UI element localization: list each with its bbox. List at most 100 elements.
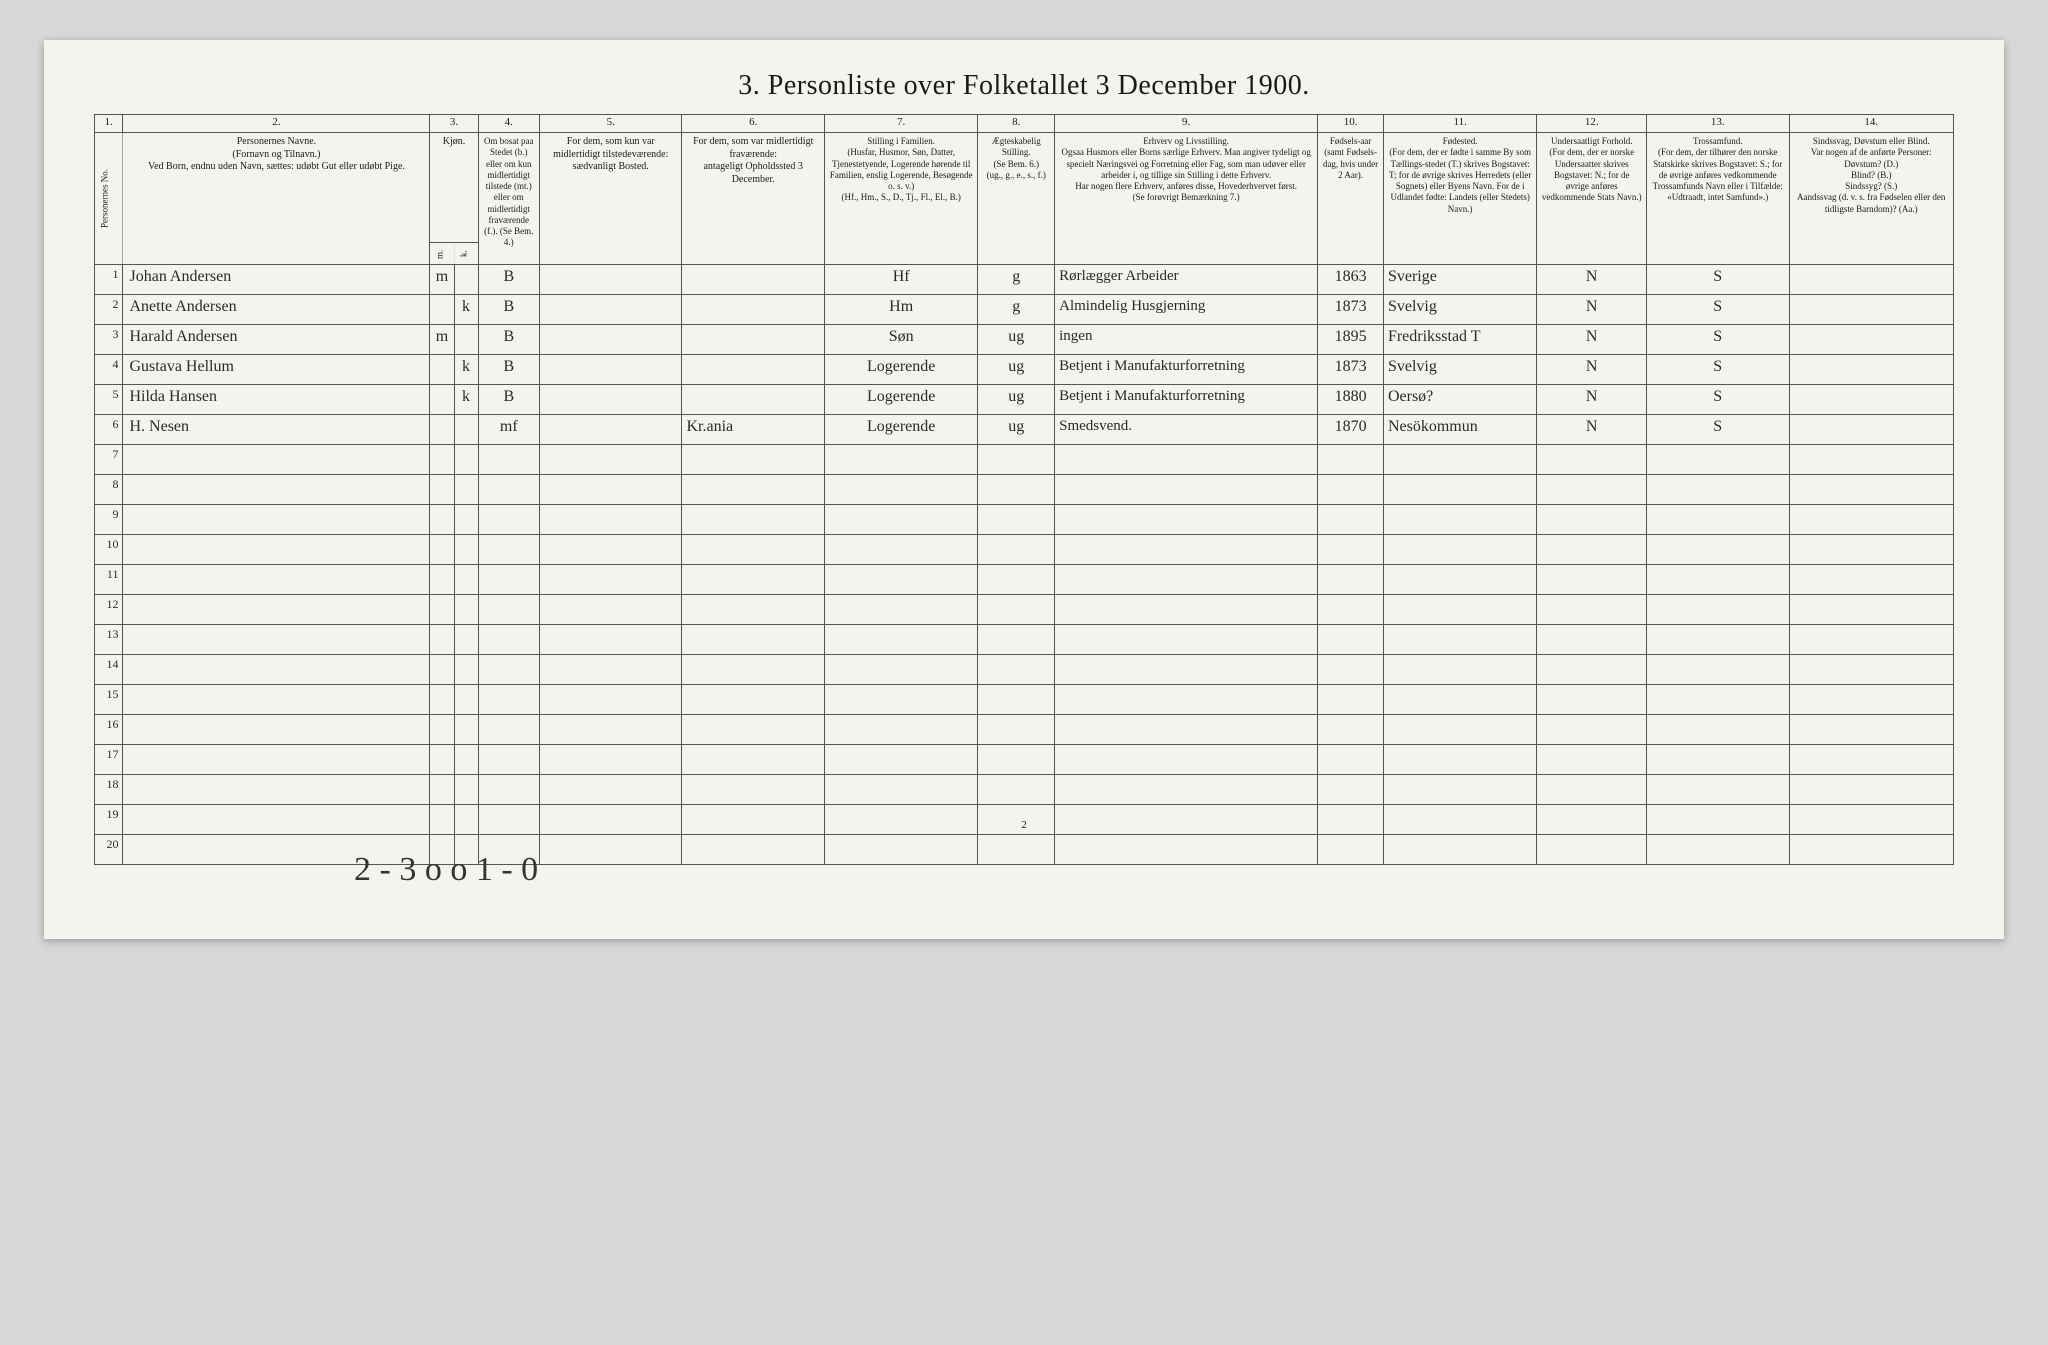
cell-civil: g xyxy=(978,265,1055,295)
row-number: 16 xyxy=(95,715,123,745)
cell-family: Logerende xyxy=(824,415,977,445)
cell-temp xyxy=(539,265,681,295)
table-row-empty: 17 xyxy=(95,745,1954,775)
cell-infirmity xyxy=(1789,325,1954,355)
table-row-empty: 7 xyxy=(95,445,1954,475)
table-row-empty: 16 xyxy=(95,715,1954,745)
cell-name: Hilda Hansen xyxy=(123,385,430,415)
colnum: 4. xyxy=(478,115,539,133)
table-row-empty: 11 xyxy=(95,565,1954,595)
cell-absent: Kr.ania xyxy=(682,415,824,445)
cell-year: 1863 xyxy=(1318,265,1384,295)
colnum: 1. xyxy=(95,115,123,133)
row-number: 8 xyxy=(95,475,123,505)
page-title: 3. Personliste over Folketallet 3 Decemb… xyxy=(94,70,1954,102)
cell-name: Harald Andersen xyxy=(123,325,430,355)
cell-residence: B xyxy=(478,355,539,385)
table-row: 2Anette AndersenkBHmgAlmindelig Husgjern… xyxy=(95,295,1954,325)
cell-temp xyxy=(539,385,681,415)
cell-birthplace: Fredriksstad T xyxy=(1383,325,1536,355)
cell-residence: mf xyxy=(478,415,539,445)
cell-nationality: N xyxy=(1537,355,1647,385)
cell-sex-m xyxy=(430,385,454,415)
header-sex-m: m. xyxy=(430,243,454,265)
column-numbers-row: 1. 2. 3. 4. 5. 6. 7. 8. 9. 10. 11. 12. 1… xyxy=(95,115,1954,133)
row-number: 17 xyxy=(95,745,123,775)
header-occ: Erhverv og Livsstilling. Ogsaa Husmors e… xyxy=(1055,133,1318,265)
cell-civil: ug xyxy=(978,415,1055,445)
cell-infirmity xyxy=(1789,295,1954,325)
cell-civil: ug xyxy=(978,385,1055,415)
cell-year: 1895 xyxy=(1318,325,1384,355)
table-row-empty: 10 xyxy=(95,535,1954,565)
cell-temp xyxy=(539,295,681,325)
census-table: 1. 2. 3. 4. 5. 6. 7. 8. 9. 10. 11. 12. 1… xyxy=(94,114,1954,865)
row-number: 6 xyxy=(95,415,123,445)
cell-sex-m: m xyxy=(430,265,454,295)
census-page: 3. Personliste over Folketallet 3 Decemb… xyxy=(44,40,2004,939)
cell-year: 1880 xyxy=(1318,385,1384,415)
cell-sex-k xyxy=(454,265,478,295)
row-number: 3 xyxy=(95,325,123,355)
cell-nationality: N xyxy=(1537,385,1647,415)
cell-name: Anette Andersen xyxy=(123,295,430,325)
colnum: 2. xyxy=(123,115,430,133)
cell-birthplace: Nesökommun xyxy=(1383,415,1536,445)
cell-temp xyxy=(539,355,681,385)
cell-birthplace: Sverige xyxy=(1383,265,1536,295)
table-row-empty: 8 xyxy=(95,475,1954,505)
table-row: 3Harald AndersenmBSønugingen1895Fredriks… xyxy=(95,325,1954,355)
cell-absent xyxy=(682,385,824,415)
cell-sex-k: k xyxy=(454,355,478,385)
table-row: 6H. NesenmfKr.aniaLogerendeugSmedsvend.1… xyxy=(95,415,1954,445)
cell-civil: g xyxy=(978,295,1055,325)
row-number: 1 xyxy=(95,265,123,295)
cell-nationality: N xyxy=(1537,265,1647,295)
table-row-empty: 13 xyxy=(95,625,1954,655)
cell-sex-m xyxy=(430,415,454,445)
row-number: 5 xyxy=(95,385,123,415)
row-number: 13 xyxy=(95,625,123,655)
cell-year: 1870 xyxy=(1318,415,1384,445)
header-num: Personernes No. xyxy=(95,133,123,265)
cell-residence: B xyxy=(478,295,539,325)
cell-occupation: Smedsvend. xyxy=(1055,415,1318,445)
census-tbody: 1Johan AndersenmBHfgRørlægger Arbeider18… xyxy=(95,265,1954,865)
header-inf: Sindssvag, Døvstum eller Blind. Var noge… xyxy=(1789,133,1954,265)
cell-religion: S xyxy=(1647,385,1789,415)
row-number: 7 xyxy=(95,445,123,475)
header-res: Om bosat paa Stedet (b.) eller om kun mi… xyxy=(478,133,539,265)
cell-absent xyxy=(682,325,824,355)
cell-family: Logerende xyxy=(824,385,977,415)
page-number: 2 xyxy=(94,819,1954,831)
cell-sex-k: k xyxy=(454,385,478,415)
cell-occupation: Rørlægger Arbeider xyxy=(1055,265,1318,295)
cell-sex-k: k xyxy=(454,295,478,325)
table-row: 4Gustava HellumkBLogerendeugBetjent i Ma… xyxy=(95,355,1954,385)
cell-occupation: Almindelig Husgjerning xyxy=(1055,295,1318,325)
colnum: 9. xyxy=(1055,115,1318,133)
header-abs: For dem, som var midlertidigt fraværende… xyxy=(682,133,824,265)
cell-name: Johan Andersen xyxy=(123,265,430,295)
header-sex: Kjøn. xyxy=(430,133,478,243)
table-row-empty: 18 xyxy=(95,775,1954,805)
colnum: 14. xyxy=(1789,115,1954,133)
cell-infirmity xyxy=(1789,385,1954,415)
colnum: 10. xyxy=(1318,115,1384,133)
cell-temp xyxy=(539,415,681,445)
cell-religion: S xyxy=(1647,325,1789,355)
cell-nationality: N xyxy=(1537,325,1647,355)
cell-sex-m xyxy=(430,355,454,385)
table-row-empty: 15 xyxy=(95,685,1954,715)
table-row-empty: 14 xyxy=(95,655,1954,685)
cell-family: Søn xyxy=(824,325,977,355)
cell-nationality: N xyxy=(1537,295,1647,325)
header-year: Fødsels-aar (samt Fødsels-dag, hvis unde… xyxy=(1318,133,1384,265)
header-rel: Trossamfund. (For dem, der tilhører den … xyxy=(1647,133,1789,265)
column-headers-row: Personernes No. Personernes Navne. (Forn… xyxy=(95,133,1954,243)
colnum: 7. xyxy=(824,115,977,133)
row-number: 11 xyxy=(95,565,123,595)
cell-occupation: Betjent i Manufakturforretning xyxy=(1055,385,1318,415)
cell-birthplace: Svelvig xyxy=(1383,295,1536,325)
cell-family: Logerende xyxy=(824,355,977,385)
